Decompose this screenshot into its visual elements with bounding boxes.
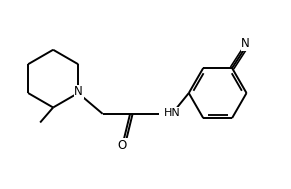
Text: N: N xyxy=(241,37,250,50)
Text: O: O xyxy=(118,139,127,152)
Text: N: N xyxy=(74,85,83,98)
Text: HN: HN xyxy=(164,108,181,118)
